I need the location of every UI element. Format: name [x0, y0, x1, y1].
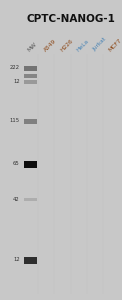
Text: MW: MW	[27, 41, 38, 52]
Text: HeLa: HeLa	[75, 38, 90, 52]
Text: 115: 115	[10, 118, 20, 123]
Bar	[24, 66, 37, 71]
Text: 12: 12	[13, 257, 20, 262]
Bar	[24, 80, 37, 84]
Text: 42: 42	[13, 197, 20, 202]
Bar	[24, 257, 37, 263]
Text: CPTC-NANOG-1: CPTC-NANOG-1	[26, 14, 115, 24]
Text: 222: 222	[10, 65, 20, 70]
Text: H226: H226	[59, 38, 74, 52]
Text: A549: A549	[43, 38, 57, 52]
Bar	[24, 74, 37, 78]
Bar	[24, 119, 37, 124]
Text: 12: 12	[13, 79, 20, 84]
Bar	[24, 198, 37, 201]
Bar	[24, 161, 37, 168]
Text: MCF7: MCF7	[108, 38, 122, 52]
Text: 65: 65	[13, 161, 20, 166]
Text: Jurkat: Jurkat	[92, 37, 107, 52]
